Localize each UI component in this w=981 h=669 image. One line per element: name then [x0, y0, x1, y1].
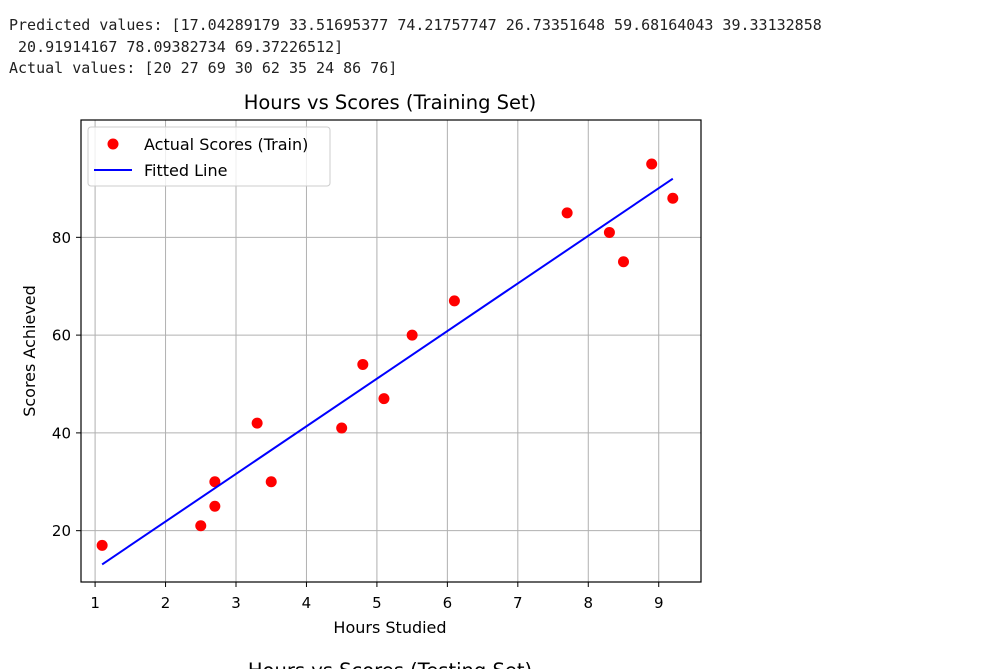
axis-ticks: 1 2 3 4 5 6 7 8 9 20 40 60 80 — [52, 229, 664, 612]
scatter-point — [195, 520, 207, 532]
chart-legend: Actual Scores (Train) Fitted Line — [87, 126, 331, 187]
predicted-values-line-2: 20.91914167 78.09382734 69.37226512] — [9, 37, 344, 56]
grid-lines — [81, 120, 701, 582]
x-tick-label: 6 — [443, 594, 453, 612]
x-tick-label: 2 — [161, 594, 171, 612]
scatter-point — [336, 422, 348, 434]
fitted-line — [101, 177, 674, 566]
y-tick-label: 80 — [52, 229, 71, 247]
scatter-point — [603, 226, 615, 238]
scatter-point — [448, 295, 460, 307]
scatter-point — [209, 476, 221, 488]
chart-title: Hours vs Scores (Training Set) — [244, 91, 537, 114]
x-tick-label: 1 — [90, 594, 100, 612]
y-axis-label: Scores Achieved — [20, 285, 39, 417]
scatter-point — [406, 329, 418, 341]
scatter-point — [357, 358, 369, 370]
legend-label-fitted: Fitted Line — [144, 161, 227, 180]
legend-marker-actual — [107, 138, 119, 150]
scatter-point — [96, 539, 108, 551]
actual-values-line: Actual values: [20 27 69 30 62 35 24 86 … — [9, 59, 398, 77]
plot-frame — [80, 119, 702, 583]
scatter-point — [251, 417, 263, 429]
console-output: Predicted values: [17.04289179 33.516953… — [9, 15, 822, 80]
scatter-point — [618, 256, 629, 268]
scatter-point — [209, 500, 221, 512]
x-tick-label: 9 — [654, 594, 664, 612]
scatter-point — [561, 207, 573, 219]
x-axis-label: Hours Studied — [333, 618, 446, 637]
predicted-values-line-1: Predicted values: [17.04289179 33.516953… — [9, 16, 822, 34]
x-tick-label: 5 — [372, 594, 382, 612]
scatter-point — [667, 192, 679, 204]
scatter-point — [646, 158, 658, 170]
x-tick-label: 4 — [302, 594, 312, 612]
y-tick-label: 20 — [52, 522, 71, 540]
legend-label-actual: Actual Scores (Train) — [144, 135, 308, 154]
scatter-point — [265, 476, 277, 488]
x-tick-label: 3 — [231, 594, 241, 612]
x-tick-label: 7 — [513, 594, 523, 612]
x-tick-label: 8 — [583, 594, 593, 612]
y-tick-label: 60 — [52, 327, 71, 345]
second-chart-title: Hours vs Scores (Testing Set) — [248, 659, 532, 669]
legend-box — [87, 126, 331, 187]
plot-series — [96, 158, 679, 566]
y-tick-label: 40 — [52, 424, 71, 442]
scatter-point — [378, 393, 390, 405]
